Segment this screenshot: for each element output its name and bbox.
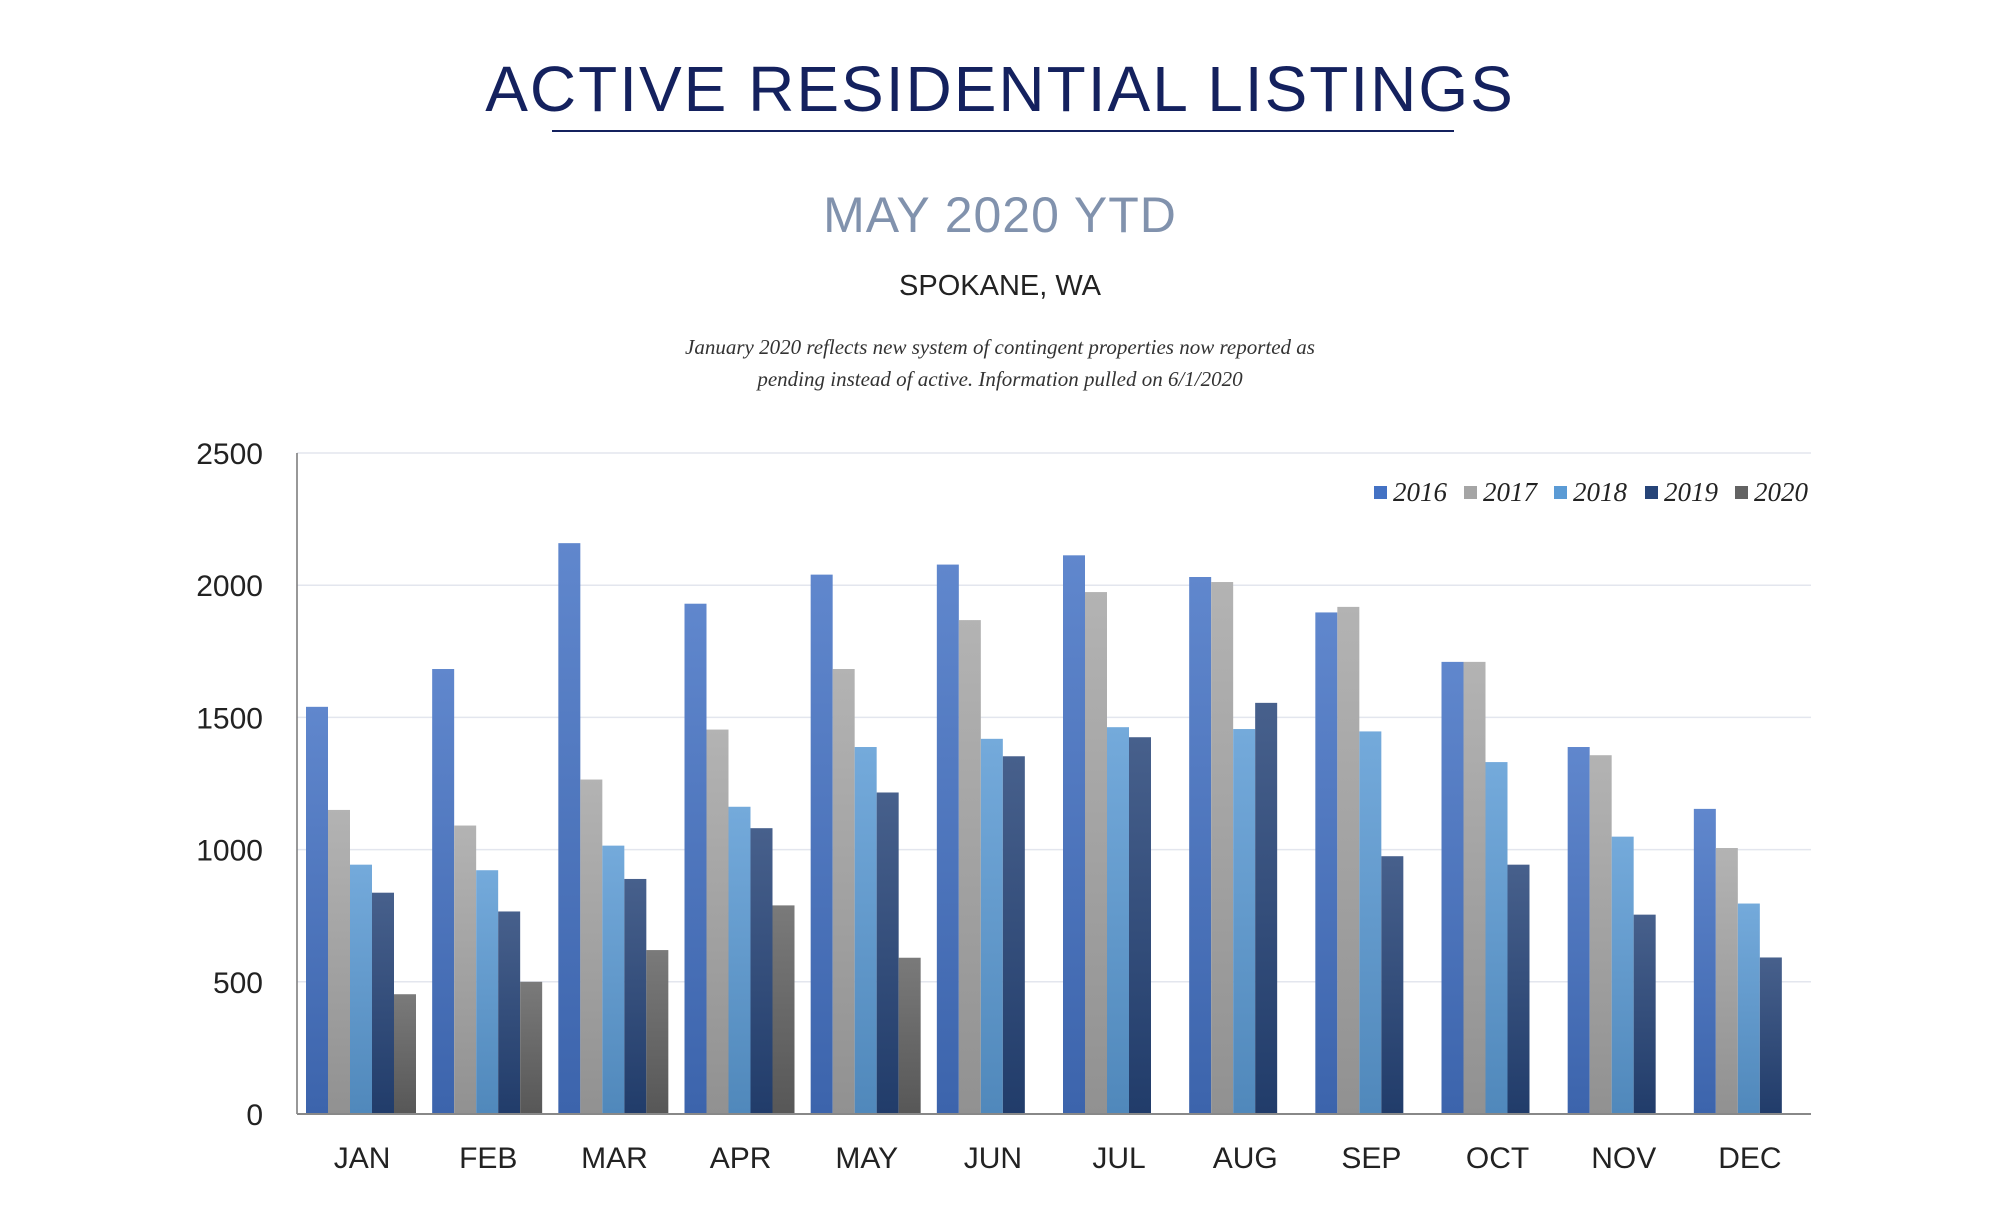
bar-may-2017 (832, 669, 855, 1114)
legend-item-2020: 2020 (1735, 477, 1809, 507)
bar-jun-2019 (1002, 756, 1025, 1114)
note-line-1: January 2020 reflects new system of cont… (685, 335, 1315, 359)
y-tick-label: 1000 (196, 835, 263, 868)
bar-jul-2016 (1063, 555, 1085, 1114)
x-tick-label: SEP (1341, 1142, 1401, 1175)
bar-jun-2016 (936, 564, 959, 1114)
gridlines (297, 452, 1811, 983)
legend-swatch (1554, 486, 1567, 499)
bar-mar-2019 (624, 878, 647, 1114)
x-tick-label: OCT (1466, 1142, 1529, 1175)
bar-mar-2018 (602, 845, 625, 1114)
bar-feb-2016 (432, 669, 455, 1114)
bar-jul-2017 (1085, 592, 1107, 1114)
x-tick-label: APR (710, 1142, 772, 1175)
bar-may-2019 (876, 792, 899, 1114)
bar-aug-2016 (1189, 577, 1212, 1114)
legend-swatch (1374, 486, 1387, 499)
y-tick-labels: 0 500 1000 1500 2000 2500 (196, 438, 263, 1132)
bar-oct-2017 (1463, 661, 1486, 1114)
x-tick-label: MAR (581, 1142, 648, 1175)
bar-jun-2017 (958, 620, 981, 1114)
bar-mar-2020 (646, 950, 669, 1114)
legend-item-2018: 2018 (1554, 477, 1628, 507)
bar-mar-2016 (558, 543, 581, 1114)
bar-feb-2018 (476, 870, 499, 1114)
legend-item-2019: 2019 (1645, 477, 1719, 507)
bar-apr-2020 (772, 905, 795, 1114)
bar-dec-2017 (1715, 848, 1738, 1114)
legend-label: 2017 (1483, 477, 1539, 507)
bar-may-2018 (854, 747, 877, 1114)
bar-dec-2019 (1759, 957, 1782, 1114)
bar-apr-2019 (750, 828, 773, 1114)
bar-feb-2019 (498, 911, 521, 1114)
x-tick-label: FEB (459, 1142, 517, 1175)
legend-label: 2019 (1664, 477, 1719, 507)
bar-oct-2016 (1441, 661, 1464, 1114)
bar-sep-2018 (1359, 731, 1382, 1114)
bar-jan-2018 (350, 864, 372, 1114)
bar-aug-2019 (1255, 702, 1278, 1114)
bar-nov-2017 (1589, 755, 1612, 1114)
legend-label: 2020 (1754, 477, 1809, 507)
legend-swatch (1645, 486, 1658, 499)
bar-may-2020 (898, 957, 921, 1114)
legend: 2016 2017 2018 2019 2020 (1374, 477, 1809, 507)
bar-mar-2017 (580, 779, 603, 1114)
note-line-2: pending instead of active. Information p… (757, 367, 1243, 391)
bar-sep-2019 (1381, 856, 1404, 1114)
bar-dec-2018 (1737, 903, 1760, 1114)
x-tick-label: JUN (964, 1142, 1022, 1175)
bar-dec-2016 (1693, 808, 1716, 1114)
bar-aug-2018 (1233, 729, 1256, 1114)
bar-nov-2016 (1567, 747, 1590, 1114)
y-tick-label: 2000 (196, 570, 263, 603)
bar-nov-2019 (1633, 914, 1656, 1114)
bar-apr-2018 (728, 806, 751, 1114)
bar-feb-2017 (454, 825, 477, 1114)
bar-apr-2017 (706, 729, 729, 1114)
bar-feb-2020 (520, 981, 543, 1114)
x-tick-label: DEC (1718, 1142, 1781, 1175)
subtitle: MAY 2020 YTD (823, 187, 1177, 243)
legend-swatch (1464, 486, 1477, 499)
x-tick-label: NOV (1591, 1142, 1656, 1175)
x-tick-label: JUL (1092, 1142, 1145, 1175)
x-tick-labels: JAN FEB MAR APR MAY JUN JUL AUG SEP OCT NOV DEC (334, 1142, 1782, 1175)
y-tick-label: 0 (246, 1099, 263, 1132)
page-title: ACTIVE RESIDENTIAL LISTINGS (485, 53, 1515, 125)
legend-swatch (1735, 486, 1748, 499)
bar-jul-2019 (1129, 737, 1151, 1114)
legend-label: 2016 (1393, 477, 1448, 507)
bar-jan-2016 (306, 706, 328, 1114)
legend-item-2017: 2017 (1464, 477, 1539, 507)
bar-aug-2017 (1211, 582, 1234, 1114)
y-tick-label: 1500 (196, 702, 263, 735)
bar-sep-2016 (1315, 612, 1338, 1114)
bar-jan-2017 (328, 809, 350, 1114)
bar-oct-2018 (1485, 762, 1508, 1114)
bar-nov-2018 (1611, 836, 1634, 1114)
axes (296, 453, 1811, 1115)
x-tick-label: MAY (835, 1142, 898, 1175)
x-tick-label: AUG (1213, 1142, 1278, 1175)
y-tick-label: 500 (213, 967, 263, 1000)
bar-oct-2019 (1507, 864, 1530, 1114)
x-tick-label: JAN (334, 1142, 391, 1175)
bar-may-2016 (810, 574, 833, 1114)
y-tick-label: 2500 (196, 438, 263, 471)
bar-jan-2020 (394, 994, 416, 1114)
bars (306, 543, 1782, 1114)
legend-label: 2018 (1573, 477, 1628, 507)
bar-sep-2017 (1337, 606, 1360, 1114)
bar-jul-2018 (1107, 727, 1129, 1114)
bar-jun-2018 (980, 738, 1003, 1114)
title-underline (552, 130, 1454, 132)
legend-item-2016: 2016 (1374, 477, 1448, 507)
bar-jan-2019 (372, 892, 394, 1114)
bar-apr-2016 (684, 603, 707, 1114)
location-label: SPOKANE, WA (899, 270, 1101, 302)
